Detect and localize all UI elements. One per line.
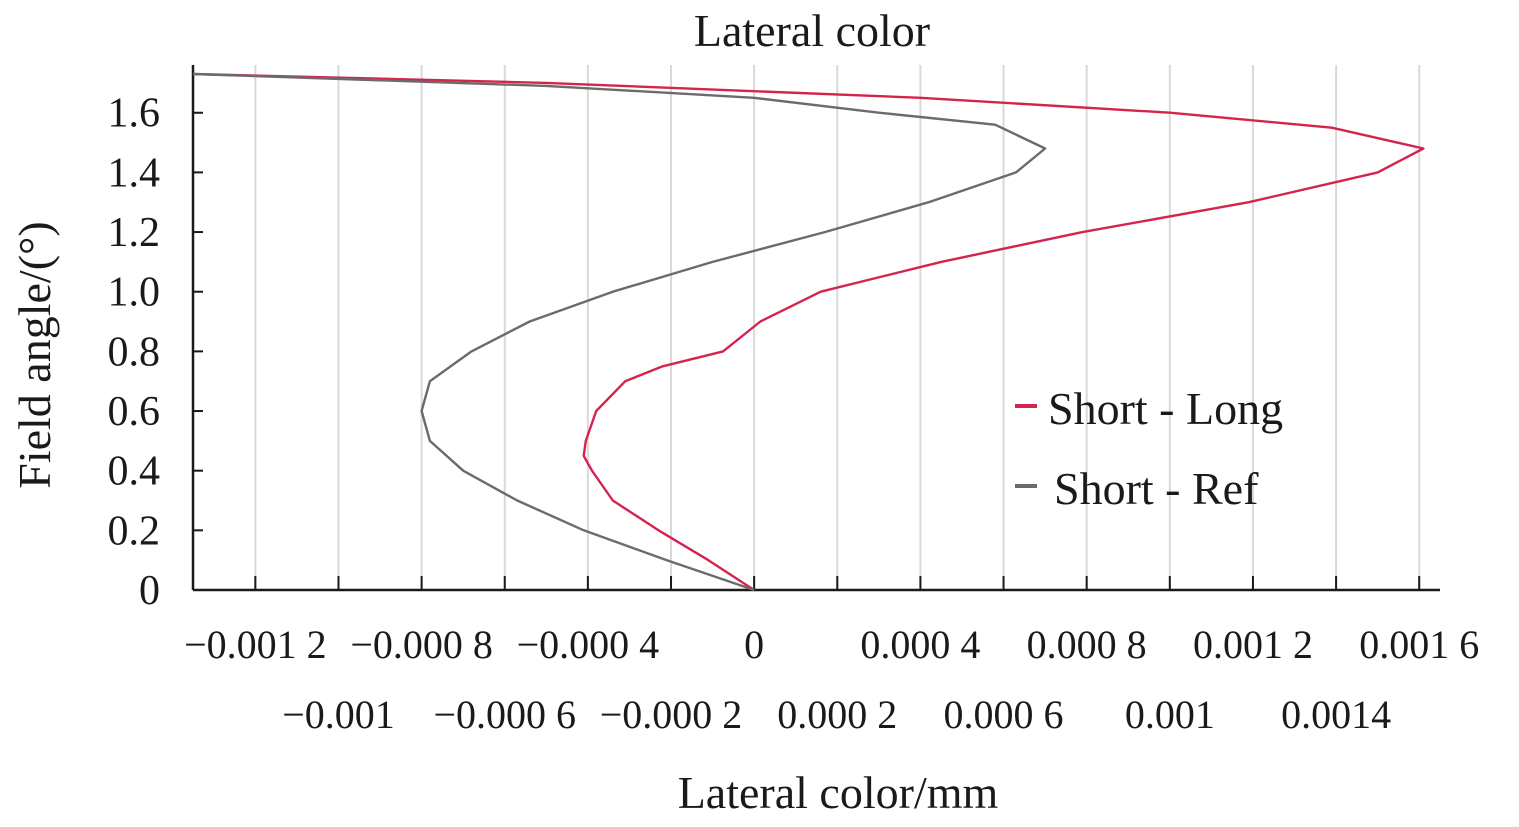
series-layer [192,72,1425,592]
x-axis-label: Lateral color/mm [678,767,999,818]
x-tick-label: −0.000 6 [433,692,576,737]
y-tick-label: 0.6 [108,389,161,435]
y-tick-label: 1.4 [108,150,161,196]
y-tick-label: 1.0 [108,270,161,316]
x-tick-label: −0.000 8 [350,622,493,667]
legend-label: Short - Ref [1054,463,1259,514]
x-tick-label: 0.001 6 [1359,622,1479,667]
x-tick-label: 0.001 [1125,692,1215,737]
x-tick-label: 0.0014 [1281,692,1391,737]
y-tick-label: 0.4 [108,449,161,495]
grid-layer [254,65,1421,590]
y-tick-label: 1.6 [108,91,161,137]
x-tick-label: −0.000 2 [600,692,743,737]
chart-title: Lateral color [694,5,930,56]
x-tick-label: 0.000 6 [944,692,1064,737]
x-tick-label: 0 [744,622,764,667]
x-tick-label: −0.000 4 [517,622,660,667]
series-line-short-ref [192,72,1047,592]
legend-label: Short - Long [1048,383,1283,434]
y-tick-label: 0.2 [108,508,161,554]
axes-layer: −0.001 2 −0.001 −0.000 8 −0.000 6 −0.000 4 −0… [108,65,1479,737]
x-tick-label: 0.000 4 [860,622,980,667]
x-tick-label: 0.001 2 [1193,622,1313,667]
series-line-short-long [192,72,1425,592]
y-axis-label: Field angle/(°) [9,221,60,489]
x-tick-label: 0.000 2 [777,692,897,737]
y-tick-label: 0.8 [108,329,161,375]
legend: Short - Long Short - Ref [1015,383,1283,514]
x-tick-label: −0.001 2 [184,622,327,667]
x-tick-label: −0.001 [282,692,395,737]
x-tick-label: 0.000 8 [1027,622,1147,667]
y-tick-label: 0 [139,568,160,614]
y-tick-label: 1.2 [108,210,161,256]
